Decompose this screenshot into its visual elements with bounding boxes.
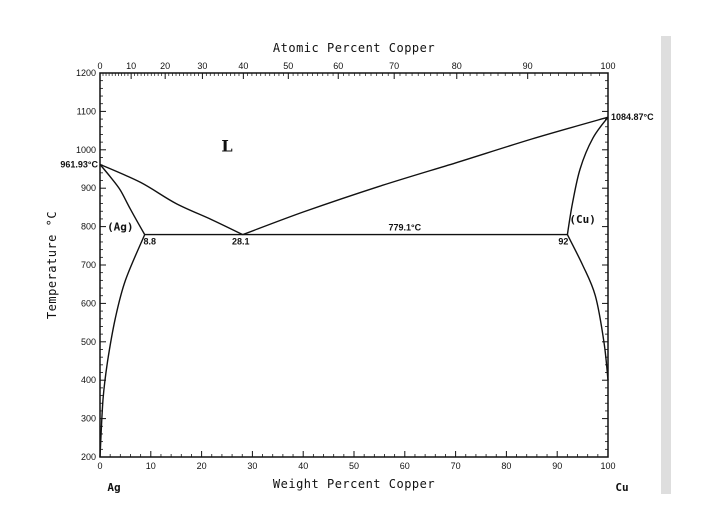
y-tick-label: 800 [81, 222, 96, 232]
x-tick-label: 20 [197, 461, 207, 471]
plot-frame [99, 72, 609, 458]
x-tick-label: 30 [247, 461, 257, 471]
y-tick-label: 400 [81, 375, 96, 385]
label-ag-solubility: 8.8 [143, 237, 156, 247]
label-eutectic-temperature: 779.1°C [388, 223, 421, 233]
x2-tick-label: 60 [333, 61, 343, 71]
label-liquid: L [221, 137, 232, 156]
x2-tick-label: 100 [600, 61, 615, 71]
x2-tick-label: 30 [197, 61, 207, 71]
x-tick-label: 0 [97, 461, 102, 471]
phase-boundary-6 [566, 234, 609, 381]
y-axis-ticks: 200 300 400 500 600 700 800 900 1000 1100 1200 [76, 68, 608, 462]
phase-boundary-5 [566, 116, 609, 235]
x2-axis-title: Atomic Percent Copper [273, 41, 435, 55]
x-tick-label: 50 [349, 461, 359, 471]
label-cu-phase: (Cu) [569, 213, 596, 226]
label-cu-solubility: 92 [558, 237, 568, 247]
phase-boundary-4 [99, 234, 146, 458]
x2-tick-label: 90 [523, 61, 533, 71]
y-tick-label: 200 [81, 452, 96, 462]
x2-tick-label: 80 [452, 61, 462, 71]
x-tick-label: 80 [501, 461, 511, 471]
x2-tick-label: 10 [126, 61, 136, 71]
label-cu-melting-point: 1084.87°C [611, 112, 654, 122]
x2-tick-label: 50 [283, 61, 293, 71]
annotations: L 961.93°C 1084.87°C 779.1°C (Ag) (Cu) 8.8 28.1… [60, 112, 654, 494]
y-tick-label: 500 [81, 337, 96, 347]
x2-axis-ticks: 0 10 20 30 40 50 60 70 80 90 100 [97, 61, 616, 79]
label-ag-element: Ag [107, 481, 120, 494]
y-tick-label: 1000 [76, 145, 96, 155]
x2-tick-label: 70 [389, 61, 399, 71]
phase-boundaries [99, 116, 609, 458]
scrollbar-strip [661, 36, 671, 494]
x-tick-label: 90 [552, 461, 562, 471]
x-axis-ticks: 0 10 20 30 40 50 60 70 80 90 100 [97, 451, 616, 471]
x-tick-label: 40 [298, 461, 308, 471]
y-tick-label: 900 [81, 183, 96, 193]
y-tick-label: 1100 [77, 106, 96, 116]
x-tick-label: 10 [146, 461, 156, 471]
y-tick-label: 600 [81, 298, 96, 308]
y-tick-label: 300 [81, 414, 96, 424]
x2-tick-label: 40 [238, 61, 248, 71]
phase-boundary-2 [242, 116, 609, 236]
label-eutectic-composition: 28.1 [232, 237, 250, 247]
x-tick-label: 70 [451, 461, 461, 471]
x2-tick-label: 20 [160, 61, 170, 71]
label-ag-phase: (Ag) [107, 220, 134, 233]
x-tick-label: 60 [400, 461, 410, 471]
y-tick-label: 700 [81, 260, 96, 270]
x-tick-label: 100 [600, 461, 615, 471]
x-axis-title: Weight Percent Copper [273, 477, 435, 491]
y-axis-title: Temperature °C [45, 211, 59, 319]
x2-tick-label: 0 [97, 61, 102, 71]
phase-boundary-0 [99, 163, 146, 235]
label-cu-element: Cu [615, 481, 628, 494]
y-tick-label: 1200 [76, 68, 96, 78]
label-ag-melting-point: 961.93°C [60, 159, 98, 169]
phase-boundary-1 [99, 163, 244, 236]
